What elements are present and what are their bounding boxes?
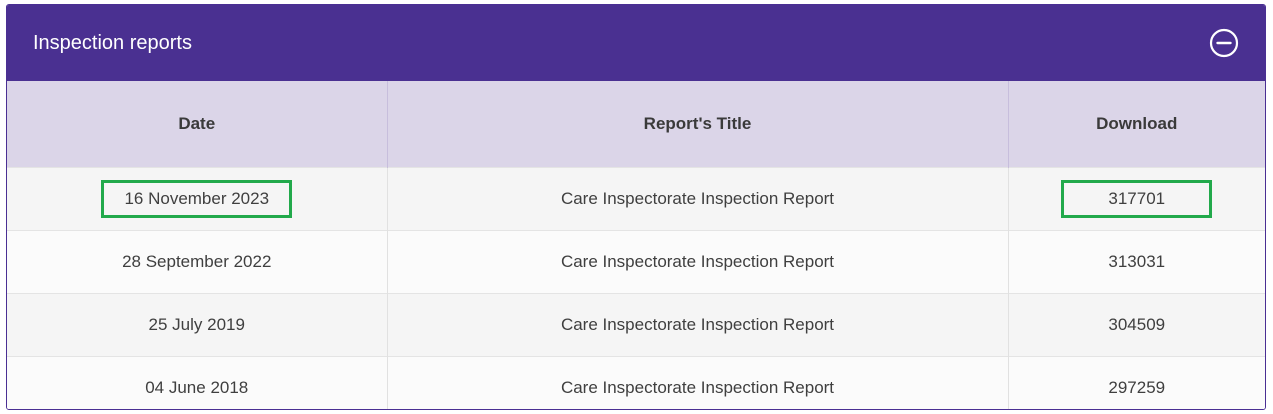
title-cell: Care Inspectorate Inspection Report: [387, 356, 1009, 409]
panel-header[interactable]: Inspection reports: [7, 5, 1265, 81]
title-cell: Care Inspectorate Inspection Report: [387, 230, 1009, 294]
column-header-title: Report's Title: [387, 81, 1009, 168]
table-header-row: Date Report's Title Download: [7, 81, 1265, 168]
download-cell: 313031: [1008, 230, 1265, 294]
download-cell: 297259: [1008, 356, 1265, 409]
minus-circle-icon[interactable]: [1209, 28, 1239, 58]
panel-title: Inspection reports: [33, 31, 192, 54]
table-row: 28 September 2022 Care Inspectorate Insp…: [7, 230, 1265, 294]
reports-table: Date Report's Title Download 16 November…: [7, 81, 1265, 409]
download-link[interactable]: 304509: [1108, 315, 1166, 334]
download-cell: 317701: [1008, 167, 1265, 231]
date-cell: 16 November 2023: [7, 167, 388, 231]
inspection-reports-panel: Inspection reports Date Report's Title D…: [6, 4, 1266, 410]
download-cell: 304509: [1008, 293, 1265, 357]
download-link[interactable]: 313031: [1108, 252, 1166, 271]
column-header-date: Date: [7, 81, 388, 168]
table-row: 16 November 2023 Care Inspectorate Inspe…: [7, 167, 1265, 231]
date-cell: 28 September 2022: [7, 230, 388, 294]
column-header-download: Download: [1008, 81, 1265, 168]
title-cell: Care Inspectorate Inspection Report: [387, 293, 1009, 357]
date-cell: 04 June 2018: [7, 356, 388, 409]
table-row: 04 June 2018 Care Inspectorate Inspectio…: [7, 356, 1265, 409]
title-cell: Care Inspectorate Inspection Report: [387, 167, 1009, 231]
download-link[interactable]: 297259: [1108, 378, 1166, 397]
download-link[interactable]: 317701: [1061, 180, 1213, 218]
highlighted-date: 16 November 2023: [101, 180, 293, 218]
table-row: 25 July 2019 Care Inspectorate Inspectio…: [7, 293, 1265, 357]
date-cell: 25 July 2019: [7, 293, 388, 357]
